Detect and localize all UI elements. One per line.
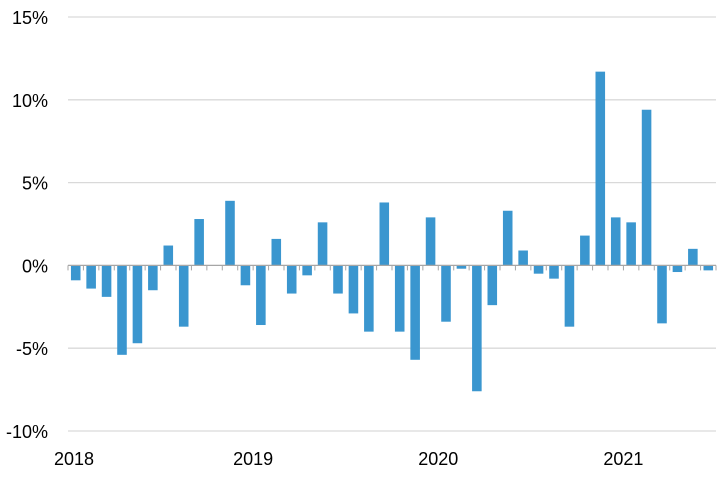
bar [441, 265, 451, 322]
bar [672, 265, 683, 273]
bar [302, 265, 312, 276]
bar [240, 265, 251, 286]
bar [657, 265, 667, 324]
bar [178, 265, 189, 327]
bar [194, 219, 204, 266]
bar [379, 202, 390, 266]
bar [70, 265, 81, 281]
bar [688, 248, 698, 266]
bar [163, 245, 174, 266]
bar [348, 265, 359, 314]
bar [549, 265, 559, 279]
x-tick-label: 2020 [418, 449, 458, 469]
x-axis [67, 264, 717, 271]
y-tick-label: 0% [22, 256, 48, 276]
y-tick-label: -10% [6, 422, 48, 442]
bar [472, 265, 482, 392]
bar [580, 235, 590, 266]
x-axis-ticks: 2018 2019 2020 2021 [54, 449, 643, 469]
bar [641, 109, 652, 266]
bar [101, 265, 112, 297]
bar [333, 265, 343, 294]
bar [148, 265, 158, 291]
x-tick-label: 2019 [233, 449, 273, 469]
x-tick-label: 2021 [603, 449, 643, 469]
bar [364, 265, 374, 332]
y-tick-label: -5% [16, 339, 48, 359]
bar [225, 200, 235, 266]
bar [256, 265, 266, 326]
bar [518, 250, 528, 266]
bar [564, 265, 575, 327]
bar [317, 222, 328, 266]
bar [86, 265, 96, 289]
x-tick-label: 2018 [54, 449, 94, 469]
bar [626, 222, 636, 266]
bar [425, 217, 436, 266]
bar [271, 238, 282, 266]
bar [117, 265, 127, 355]
bar [394, 265, 405, 332]
bar [286, 265, 297, 294]
bar [703, 265, 714, 271]
y-tick-label: 15% [12, 8, 48, 28]
bar [610, 217, 621, 266]
bar [502, 210, 513, 266]
bar [595, 71, 606, 266]
y-tick-label: 10% [12, 91, 48, 111]
gridlines [68, 16, 716, 432]
y-tick-label: 5% [22, 174, 48, 194]
bar [533, 265, 544, 274]
y-axis-ticks: -10% -5% 0% 5% 10% 15% [6, 8, 48, 442]
bar [487, 265, 498, 306]
bar [132, 265, 143, 344]
bars [70, 71, 714, 392]
bar [456, 265, 467, 269]
bar [410, 265, 420, 360]
